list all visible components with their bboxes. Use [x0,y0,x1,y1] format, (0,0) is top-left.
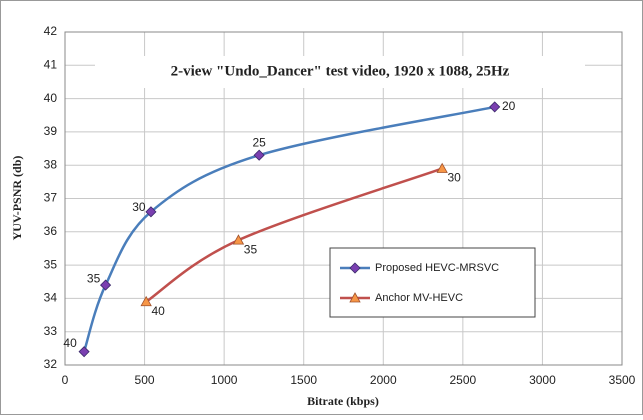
point-label: 30 [132,200,146,214]
y-tick-label: 39 [44,124,58,138]
x-tick-label: 0 [62,373,69,387]
point-label: 40 [151,304,165,318]
y-tick-label: 37 [44,191,58,205]
point-label: 40 [63,336,77,350]
x-tick-label: 1500 [290,373,317,387]
x-tick-label: 2000 [370,373,397,387]
marker [349,292,361,303]
marker [78,346,90,358]
marker [145,206,157,218]
title-box [95,56,585,88]
point-label: 35 [244,242,258,256]
x-tick-label: 3000 [529,373,556,387]
y-tick-label: 33 [44,324,58,338]
legend-box [329,247,536,318]
marker [232,234,245,245]
legend-label: Proposed HEVC-MRSVC [375,262,499,274]
marker [140,295,152,307]
y-tick-label: 35 [44,257,58,271]
point-label: 20 [502,99,516,113]
marker [436,162,448,173]
x-axis-label: Bitrate (kbps) [307,394,379,408]
marker [489,101,501,113]
x-tick-label: 500 [135,373,155,387]
series-line [82,105,495,353]
y-tick-label: 41 [44,57,58,71]
y-tick-label: 42 [44,24,58,38]
x-tick-label: 2500 [450,373,477,387]
x-tick-label: 1000 [211,373,238,387]
chart-title: 2-view "Undo_Dancer" test video, 1920 x … [171,63,510,79]
legend-label: Anchor MV-HEVC [375,292,463,304]
point-label: 25 [252,135,266,149]
y-tick-label: 38 [44,157,58,171]
point-label: 35 [87,271,101,285]
y-tick-label: 36 [44,224,58,238]
marker [253,149,265,161]
y-tick-label: 32 [44,357,58,371]
y-tick-label: 34 [44,291,58,305]
y-axis-label: YUV-PSNR (db) [10,156,24,241]
y-tick-label: 40 [44,91,58,105]
x-tick-label: 3500 [609,373,636,387]
plot-border [64,31,623,366]
marker [349,262,361,274]
point-label: 30 [447,171,461,185]
series-line [145,167,443,303]
marker [100,279,112,291]
